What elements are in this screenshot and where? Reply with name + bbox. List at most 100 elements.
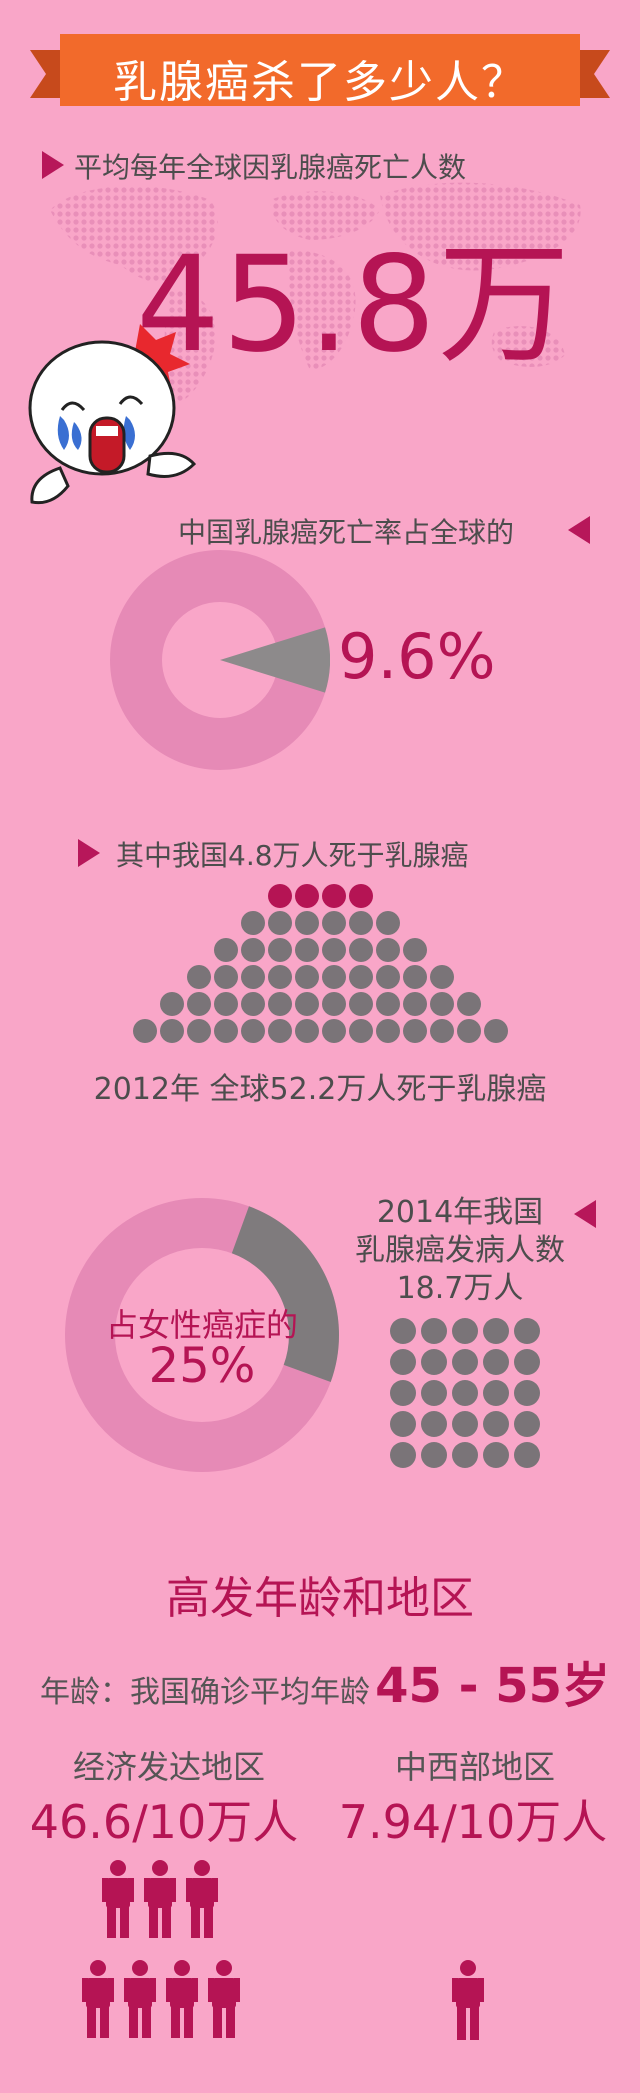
incidence-donut-value: 25% <box>148 1338 256 1394</box>
death-dot <box>240 992 265 1016</box>
china-share-heading: 中国乳腺癌死亡率占全球的 <box>178 516 515 549</box>
death-dot <box>240 938 265 962</box>
section-marker-icon <box>574 1200 596 1228</box>
china-death-dot <box>267 884 292 908</box>
death-dot <box>375 911 400 935</box>
dot-row <box>240 911 400 935</box>
death-dot <box>375 965 400 989</box>
death-dot <box>186 1019 211 1043</box>
china-death-dot <box>348 884 373 908</box>
donut-share-slice <box>220 627 330 693</box>
ribbon-shape <box>30 34 610 106</box>
dot-row <box>390 1380 540 1406</box>
incidence-dot <box>452 1318 478 1344</box>
title-banner: 乳腺癌杀了多少人？ <box>30 28 610 114</box>
death-dot <box>132 1019 157 1043</box>
death-dot <box>348 938 373 962</box>
incidence-dot <box>452 1349 478 1375</box>
central-west-region-label: 中西部地区 <box>394 1748 555 1786</box>
incidence-dot <box>452 1442 478 1468</box>
death-dot <box>456 992 481 1016</box>
crying-face-icon <box>28 324 197 505</box>
death-dot <box>402 938 427 962</box>
death-dot <box>321 992 346 1016</box>
death-dot <box>321 938 346 962</box>
age-value: 45 - 55岁 <box>375 1658 611 1714</box>
death-dot <box>348 911 373 935</box>
death-dot <box>375 938 400 962</box>
person-icon-central-west <box>452 1960 484 2040</box>
developed-region-value: 46.6/10万人 <box>29 1795 299 1849</box>
death-dot <box>375 1019 400 1043</box>
incidence-dot <box>390 1349 416 1375</box>
incidence-dot <box>514 1411 540 1437</box>
incidence-dot <box>514 1442 540 1468</box>
incidence-dot <box>421 1442 447 1468</box>
dot-row <box>267 884 373 908</box>
incidence-dot-grid <box>390 1318 540 1473</box>
china-deaths-heading: 其中我国4.8万人死于乳腺癌 <box>116 839 469 872</box>
donut-share-arc <box>231 1206 339 1382</box>
incidence-dot <box>514 1349 540 1375</box>
death-dot <box>456 1019 481 1043</box>
incidence-donut-label: 占女性癌症的 <box>105 1306 298 1344</box>
incidence-dot <box>390 1442 416 1468</box>
incidence-line-2: 乳腺癌发病人数 <box>355 1233 565 1268</box>
death-dot <box>267 938 292 962</box>
death-dot <box>402 965 427 989</box>
death-dot <box>240 911 265 935</box>
death-dot <box>429 965 454 989</box>
incidence-dot <box>452 1411 478 1437</box>
death-dot <box>348 992 373 1016</box>
china-share-donut <box>110 550 330 770</box>
global-deaths-caption: 2012年 全球52.2万人死于乳腺癌 <box>93 1072 547 1107</box>
dot-row <box>186 965 454 989</box>
central-west-region-value: 7.94/10万人 <box>338 1795 608 1849</box>
people-icon-group-developed <box>82 1860 240 2038</box>
dot-row <box>390 1318 540 1344</box>
death-dot <box>483 1019 508 1043</box>
death-dot <box>267 965 292 989</box>
death-dot <box>402 992 427 1016</box>
incidence-donut <box>65 1198 339 1472</box>
death-dot <box>213 938 238 962</box>
death-dot <box>240 965 265 989</box>
china-share-percent: 9.6% <box>338 620 496 693</box>
death-dot <box>294 1019 319 1043</box>
china-death-dot <box>321 884 346 908</box>
death-dot <box>375 992 400 1016</box>
incidence-line-1: 2014年我国 <box>376 1195 544 1230</box>
incidence-line-3: 18.7万人 <box>396 1271 524 1306</box>
china-death-dot <box>294 884 319 908</box>
dot-row <box>159 992 481 1016</box>
global-deaths-value: 45.8万 <box>136 228 572 382</box>
death-dot <box>267 992 292 1016</box>
death-dot <box>294 911 319 935</box>
section-marker-icon <box>568 516 590 544</box>
incidence-dot <box>483 1411 509 1437</box>
incidence-dot <box>390 1411 416 1437</box>
incidence-dot <box>452 1380 478 1406</box>
death-dot <box>348 1019 373 1043</box>
death-dot <box>213 992 238 1016</box>
incidence-dot <box>514 1318 540 1344</box>
dot-row <box>213 938 427 962</box>
incidence-dot <box>483 1442 509 1468</box>
incidence-dot <box>421 1380 447 1406</box>
death-dot <box>321 911 346 935</box>
developed-region-label: 经济发达地区 <box>72 1748 265 1786</box>
dot-row <box>390 1442 540 1468</box>
section-marker-icon <box>42 151 64 179</box>
death-dot <box>159 992 184 1016</box>
incidence-dot <box>421 1349 447 1375</box>
page-title: 乳腺癌杀了多少人？ <box>113 57 527 108</box>
incidence-dot <box>390 1380 416 1406</box>
incidence-dot <box>421 1318 447 1344</box>
dot-row <box>390 1411 540 1437</box>
death-dot <box>348 965 373 989</box>
world-map-graphic <box>50 182 581 405</box>
age-region-title: 高发年龄和地区 <box>166 1573 474 1624</box>
death-dot <box>294 992 319 1016</box>
incidence-dot <box>483 1349 509 1375</box>
incidence-dot <box>483 1318 509 1344</box>
